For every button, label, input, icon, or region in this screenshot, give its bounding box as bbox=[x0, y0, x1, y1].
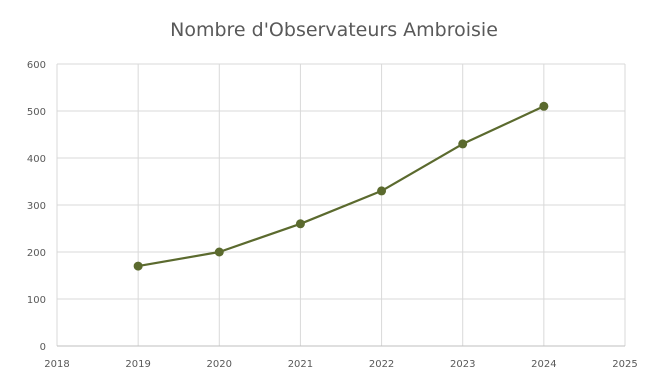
chart-title: Nombre d'Observateurs Ambroisie bbox=[170, 19, 498, 41]
series-line bbox=[137, 105, 545, 268]
data-point bbox=[539, 101, 549, 111]
data-point bbox=[295, 219, 305, 229]
y-tick-label: 300 bbox=[27, 201, 46, 212]
data-point bbox=[214, 247, 224, 257]
y-tick-label: 400 bbox=[27, 154, 46, 165]
x-tick-label: 2022 bbox=[369, 359, 394, 370]
x-tick-label: 2021 bbox=[288, 359, 313, 370]
y-tick-label: 100 bbox=[27, 295, 46, 306]
y-tick-label: 500 bbox=[27, 107, 46, 118]
axes: 0 100 200 300 400 500 600 2018 2019 2020 2021 2022 2… bbox=[27, 60, 638, 370]
x-tick-label: 2025 bbox=[612, 359, 637, 370]
y-tick-label: 200 bbox=[27, 248, 46, 259]
x-tick-label: 2023 bbox=[450, 359, 475, 370]
x-tick-label: 2018 bbox=[44, 359, 69, 370]
x-tick-label: 2024 bbox=[531, 359, 556, 370]
y-tick-label: 600 bbox=[27, 60, 46, 71]
series bbox=[133, 101, 549, 271]
y-tick-label: 0 bbox=[40, 342, 46, 353]
data-point bbox=[458, 139, 468, 149]
x-tick-label: 2020 bbox=[207, 359, 232, 370]
x-tick-label: 2019 bbox=[125, 359, 150, 370]
data-point bbox=[133, 261, 143, 271]
data-point bbox=[377, 186, 387, 196]
gridlines bbox=[56, 63, 626, 346]
